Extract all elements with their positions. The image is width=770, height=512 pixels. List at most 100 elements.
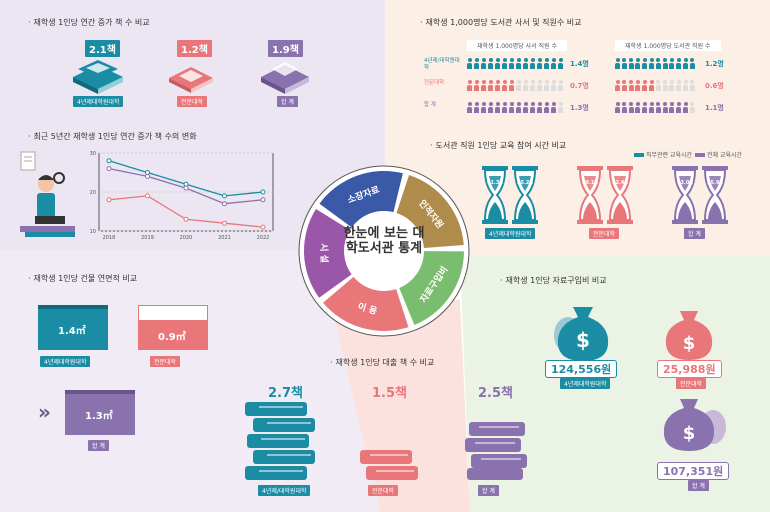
building-box bbox=[38, 305, 108, 350]
staff-title: 재학생 1,000명당 도서관 사서 및 직원수 비교 bbox=[420, 17, 582, 28]
trend-title: 최근 5년간 재학생 1인당 연간 증가 책 수의 변화 bbox=[28, 131, 197, 142]
label-tag: 전문대학 bbox=[150, 356, 181, 367]
person-icon bbox=[628, 80, 634, 91]
person-icon bbox=[523, 80, 528, 91]
staff-value: 1.3명 bbox=[570, 104, 589, 112]
x-tick-label: 2020 bbox=[180, 235, 193, 241]
training-legend-1: 직무관련 교육시간 bbox=[634, 150, 692, 159]
training-value: 41.3h bbox=[487, 180, 503, 186]
data-point bbox=[260, 197, 266, 203]
purchase-value: 25,988원 bbox=[657, 360, 722, 378]
person-icon bbox=[621, 80, 627, 91]
book-stack-icon bbox=[169, 67, 213, 93]
person-icon bbox=[655, 80, 661, 91]
label-tag: 전문대학 bbox=[368, 485, 399, 496]
person-icon bbox=[621, 58, 627, 69]
staff-row-label: 4년제/대학원대학 bbox=[424, 58, 460, 71]
data-point bbox=[222, 220, 227, 226]
y-tick-label: 30 bbox=[90, 151, 96, 157]
staff-row-label: 합 계 bbox=[424, 102, 436, 108]
data-point bbox=[260, 224, 266, 230]
person-icon bbox=[662, 58, 668, 69]
person-icon bbox=[509, 80, 514, 91]
book-pile-icon bbox=[465, 422, 527, 480]
wheel-segment bbox=[319, 171, 403, 228]
person-icon bbox=[495, 102, 500, 113]
person-icon bbox=[481, 58, 486, 69]
person-icon bbox=[655, 102, 661, 113]
person-icon bbox=[523, 58, 528, 69]
money-bag-icon: $ bbox=[554, 307, 609, 361]
value-badge: 1.9책 bbox=[268, 40, 303, 57]
person-icon bbox=[669, 80, 675, 91]
person-icon bbox=[495, 80, 500, 91]
wheel-center bbox=[346, 213, 422, 289]
loans-value: 2.5책 bbox=[478, 386, 513, 401]
book-pile-icon bbox=[360, 450, 418, 480]
label-tag: 4년제대학원대학 bbox=[73, 96, 124, 107]
person-icon bbox=[502, 80, 507, 91]
book-pile-icon bbox=[245, 402, 315, 480]
person-icon bbox=[642, 58, 648, 69]
person-icon bbox=[669, 58, 675, 69]
staff-value: 0.7명 bbox=[570, 82, 589, 90]
person-icon bbox=[655, 58, 661, 69]
data-point bbox=[145, 173, 150, 179]
person-icon bbox=[615, 58, 620, 69]
hourglass-icon bbox=[512, 166, 538, 224]
books-added-title: 재학생 1인당 연간 증가 책 수 비교 bbox=[28, 17, 150, 28]
person-icon bbox=[558, 80, 563, 91]
building-value: 0.9㎡ bbox=[158, 332, 186, 343]
person-icon bbox=[488, 80, 493, 91]
person-icon bbox=[649, 58, 654, 69]
training-legend-2: 전체 교육시간 bbox=[695, 150, 742, 159]
person-icon bbox=[649, 102, 654, 113]
person-icon bbox=[544, 80, 549, 91]
person-icon bbox=[523, 102, 528, 113]
label-tag: 전문대학 bbox=[589, 228, 620, 239]
person-icon bbox=[676, 80, 682, 91]
label-tag: 4년제/대학원대학 bbox=[258, 485, 311, 496]
person-icon bbox=[649, 80, 654, 91]
staff-col1-header: 재학생 1,000명당 사서 직원 수 bbox=[467, 40, 568, 51]
person-icon bbox=[683, 80, 688, 91]
svg-text:$: $ bbox=[576, 328, 590, 352]
trend-line-chart: 30 20 10 2018 2019 2020 2021 2022 bbox=[90, 151, 274, 241]
svg-text:$: $ bbox=[683, 423, 696, 444]
person-icon bbox=[509, 58, 514, 69]
person-icon bbox=[551, 80, 556, 91]
person-icon bbox=[481, 80, 486, 91]
data-point bbox=[222, 201, 227, 207]
data-point bbox=[106, 197, 112, 203]
person-icon bbox=[628, 102, 634, 113]
person-icon bbox=[516, 80, 521, 91]
person-icon bbox=[495, 58, 500, 69]
person-icon bbox=[669, 102, 675, 113]
staff-value: 1.1명 bbox=[705, 104, 724, 112]
person-icon bbox=[530, 58, 535, 69]
label-tag: 합 계 bbox=[277, 96, 298, 107]
purchase-title: 재학생 1인당 자료구입비 비교 bbox=[500, 275, 607, 286]
label-tag: 합 계 bbox=[688, 480, 709, 491]
person-icon bbox=[662, 102, 668, 113]
person-icon bbox=[537, 102, 542, 113]
person-icon bbox=[635, 58, 641, 69]
person-icon bbox=[683, 102, 688, 113]
staff-row-label: 전문대학 bbox=[424, 80, 445, 86]
person-icon bbox=[474, 102, 479, 113]
label-tag: 4년제대학원대학 bbox=[485, 228, 536, 239]
person-icon bbox=[628, 58, 634, 69]
hourglass-icon bbox=[607, 166, 633, 224]
data-point bbox=[106, 158, 112, 164]
y-tick-label: 20 bbox=[90, 190, 96, 196]
person-icon bbox=[502, 102, 507, 113]
training-value: 55.9h bbox=[707, 180, 723, 186]
staff-value: 1.4명 bbox=[570, 60, 589, 68]
center-title: 한눈에 보는 대학도서관 통계 bbox=[343, 226, 425, 256]
wheel-segment bbox=[396, 175, 464, 248]
person-icon bbox=[621, 102, 627, 113]
person-icon bbox=[615, 102, 620, 113]
series-line-0 bbox=[108, 160, 264, 197]
loans-title: 재학생 1인당 대출 책 수 비교 bbox=[330, 357, 435, 368]
